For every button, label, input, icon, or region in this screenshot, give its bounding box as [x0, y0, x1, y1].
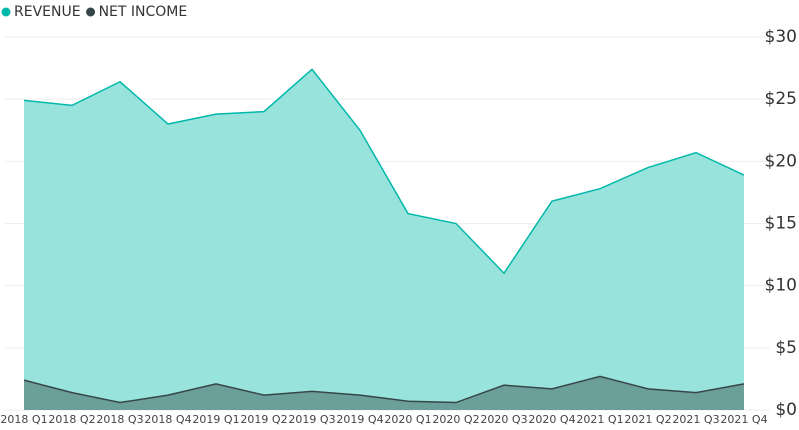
legend-label: REVENUE	[14, 4, 81, 20]
x-tick-label: 2021 Q3	[672, 413, 719, 426]
y-tick-label: $0	[775, 400, 797, 420]
x-tick-label: 2019 Q1	[192, 413, 239, 426]
area	[24, 376, 744, 410]
y-tick-label: $20	[765, 151, 797, 171]
x-tick-label: 2018 Q2	[48, 413, 95, 426]
x-tick-label: 2018 Q1	[0, 413, 47, 426]
y-tick-label: $10	[765, 276, 797, 296]
legend-marker	[86, 7, 96, 17]
x-tick-label: 2019 Q2	[240, 413, 287, 426]
x-tick-label: 2018 Q4	[144, 413, 191, 426]
y-tick-label: $5	[775, 338, 797, 358]
x-tick-label: 2021 Q1	[576, 413, 623, 426]
x-tick-label: 2018 Q3	[96, 413, 143, 426]
x-tick-label: 2019 Q3	[288, 413, 335, 426]
legend-marker	[1, 7, 11, 17]
y-tick-label: $25	[765, 89, 797, 109]
x-tick-label: 2020 Q4	[528, 413, 575, 426]
x-tick-label: 2021 Q4	[720, 413, 767, 426]
area	[24, 69, 744, 411]
legend-label: NET INCOME	[99, 4, 188, 20]
x-tick-label: 2021 Q2	[624, 413, 671, 426]
line	[23, 68, 745, 275]
x-tick-label: 2019 Q4	[336, 413, 383, 426]
y-tick-label: $15	[765, 214, 797, 234]
x-tick-label: 2020 Q3	[480, 413, 527, 426]
y-tick-label: $30	[765, 27, 797, 47]
x-tick-label: 2020 Q1	[384, 413, 431, 426]
x-tick-label: 2020 Q2	[432, 413, 479, 426]
line	[23, 375, 745, 404]
